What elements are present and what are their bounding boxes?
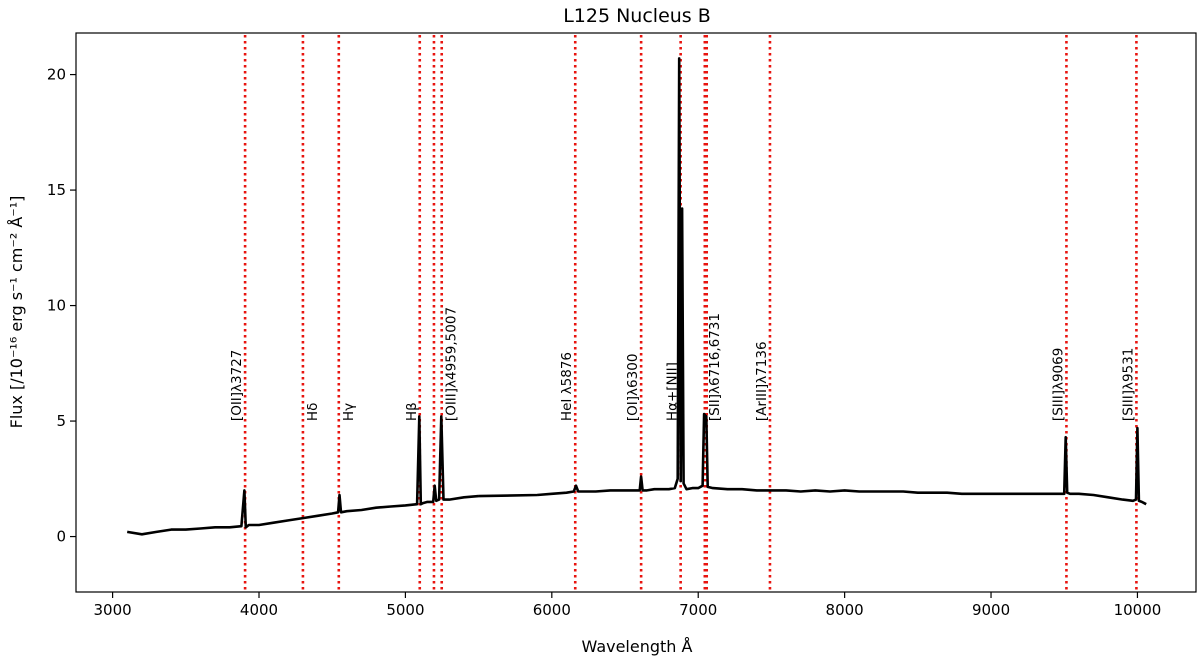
y-tick-label: 10 xyxy=(47,297,66,315)
plot-frame xyxy=(75,32,1197,593)
x-axis-label: Wavelength Å xyxy=(582,637,693,656)
y-axis-label: Flux [/10⁻¹⁶ erg s⁻¹ cm⁻² Å⁻¹] xyxy=(7,196,26,429)
y-tick-label: 20 xyxy=(47,66,66,84)
emission-line-label: HeI λ5876 xyxy=(559,352,575,421)
emission-line-label: [OI]λ6300 xyxy=(625,354,641,422)
x-tick-label: 10000 xyxy=(1114,601,1162,619)
emission-line-label: Hδ xyxy=(305,403,321,421)
y-tick-label: 15 xyxy=(47,181,66,199)
x-tick-label: 3000 xyxy=(94,601,132,619)
x-tick-label: 7000 xyxy=(679,601,717,619)
emission-line-label: [OIII]λ4959,5007 xyxy=(444,307,460,421)
y-tick-label: 5 xyxy=(56,412,66,430)
emission-line-label: [ArIII]λ7136 xyxy=(754,341,770,421)
x-tick-label: 5000 xyxy=(386,601,424,619)
emission-line-label: [SIII]λ9531 xyxy=(1120,348,1136,421)
spectrum-line xyxy=(126,57,1147,536)
y-axis: 0 5 10 15 20 xyxy=(47,66,76,546)
emission-line-label: Hγ xyxy=(341,403,357,421)
x-tick-label: 8000 xyxy=(826,601,864,619)
x-tick-label: 9000 xyxy=(972,601,1010,619)
emission-line-label: [OII]λ3727 xyxy=(229,350,245,421)
y-tick-label: 0 xyxy=(56,528,66,546)
emission-line-label: Hβ xyxy=(404,402,420,421)
emission-line-label: [SII]λ6716,6731 xyxy=(707,313,723,421)
emission-line-label: Hα+[NII] xyxy=(665,362,681,421)
x-tick-label: 4000 xyxy=(240,601,278,619)
emission-line-label: [SIII]λ9069 xyxy=(1050,348,1066,421)
x-axis: 3000 4000 5000 6000 7000 8000 9000 10000 xyxy=(94,592,1162,619)
chart-title: L125 Nucleus B xyxy=(563,5,711,27)
x-tick-label: 6000 xyxy=(533,601,571,619)
marker-labels-layer: [OII]λ3727 Hδ Hγ Hβ [OIII]λ4959,5007 HeI λ587… xyxy=(229,307,1136,421)
spectrum-layer xyxy=(126,57,1147,536)
